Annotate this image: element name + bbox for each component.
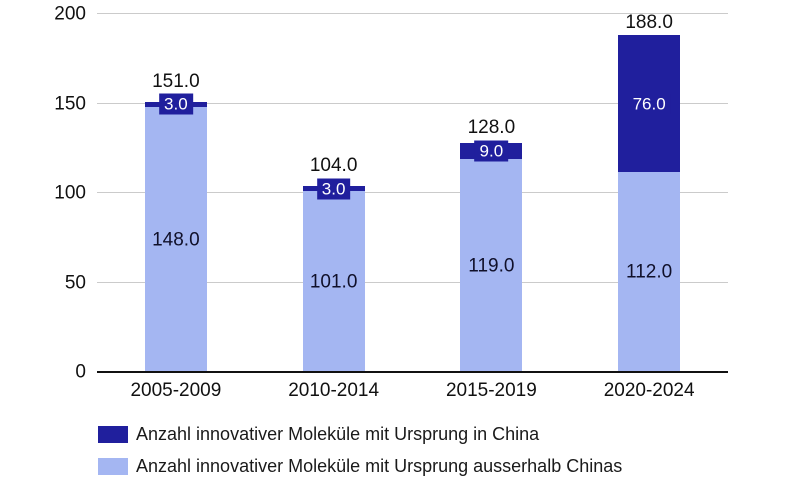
x-tick-label: 2015-2019 bbox=[445, 380, 537, 401]
gridline-100 bbox=[97, 192, 728, 193]
y-tick-label: 0 bbox=[75, 361, 86, 383]
value-label-outside-china: 112.0 bbox=[626, 261, 673, 283]
x-tick-label: 2005-2009 bbox=[130, 380, 222, 401]
total-label: 128.0 bbox=[467, 117, 516, 139]
bar-segment-outside-china bbox=[460, 159, 523, 372]
x-axis-labels: 2005-2009 2010-2014 2015-2019 2020-2024 bbox=[97, 380, 728, 402]
bar-segment-outside-china bbox=[302, 191, 365, 372]
gridline-200 bbox=[97, 13, 728, 14]
legend-label: Anzahl innovativer Moleküle mit Ursprung… bbox=[136, 455, 623, 476]
legend-label: Anzahl innovativer Moleküle mit Ursprung… bbox=[136, 424, 540, 444]
bar-column: 3.0 101.0 104.0 bbox=[255, 14, 413, 372]
bars-container: 3.0 148.0 151.0 3.0 101.0 104.0 9.0 119.0 128.0 7… bbox=[97, 12, 728, 372]
plot-area: 0 50 100 150 200 3.0 148.0 151.0 3.0 101.0 104.0 9… bbox=[54, 5, 728, 382]
value-label-outside-china: 119.0 bbox=[468, 255, 515, 276]
stacked-bar: 3.0 148.0 bbox=[144, 93, 207, 372]
value-label-china: 3.0 bbox=[316, 178, 351, 200]
legend-swatch bbox=[98, 425, 128, 443]
bar-column: 3.0 148.0 151.0 bbox=[97, 14, 255, 372]
y-tick-label: 150 bbox=[54, 93, 86, 114]
bar-segment-outside-china bbox=[618, 171, 681, 372]
stacked-bar: 76.0 112.0 bbox=[618, 35, 681, 372]
x-axis-line bbox=[97, 371, 728, 373]
y-tick-label: 50 bbox=[64, 272, 86, 293]
gridline-50 bbox=[97, 281, 728, 283]
legend-swatch bbox=[98, 457, 128, 475]
x-tick-label: 2010-2014 bbox=[288, 380, 380, 401]
gridline-150 bbox=[97, 102, 728, 104]
total-label: 188.0 bbox=[625, 12, 673, 34]
y-tick-label: 100 bbox=[54, 182, 86, 204]
value-label-outside-china: 101.0 bbox=[309, 271, 358, 293]
value-label-outside-china: 148.0 bbox=[152, 229, 200, 251]
legend-item[interactable]: Anzahl innovativer Moleküle mit Ursprung… bbox=[98, 456, 622, 477]
value-label-china: 9.0 bbox=[474, 140, 509, 162]
stacked-bar: 9.0 119.0 bbox=[460, 140, 523, 372]
stacked-bar: 3.0 101.0 bbox=[302, 178, 365, 372]
x-tick-label: 2020-2024 bbox=[603, 380, 695, 401]
bar-column: 9.0 119.0 128.0 bbox=[413, 14, 571, 372]
legend-item[interactable]: Anzahl innovativer Moleküle mit Ursprung… bbox=[98, 424, 622, 445]
total-label: 151.0 bbox=[152, 70, 200, 92]
legend: Anzahl innovativer Moleküle mit Ursprung… bbox=[98, 424, 622, 476]
y-tick-label: 200 bbox=[54, 3, 86, 25]
value-label-china: 76.0 bbox=[627, 93, 671, 114]
bar-column: 76.0 112.0 188.0 bbox=[570, 12, 728, 372]
value-label-china: 3.0 bbox=[159, 93, 193, 115]
total-label: 104.0 bbox=[309, 155, 358, 177]
bar-segment-outside-china bbox=[144, 107, 207, 372]
